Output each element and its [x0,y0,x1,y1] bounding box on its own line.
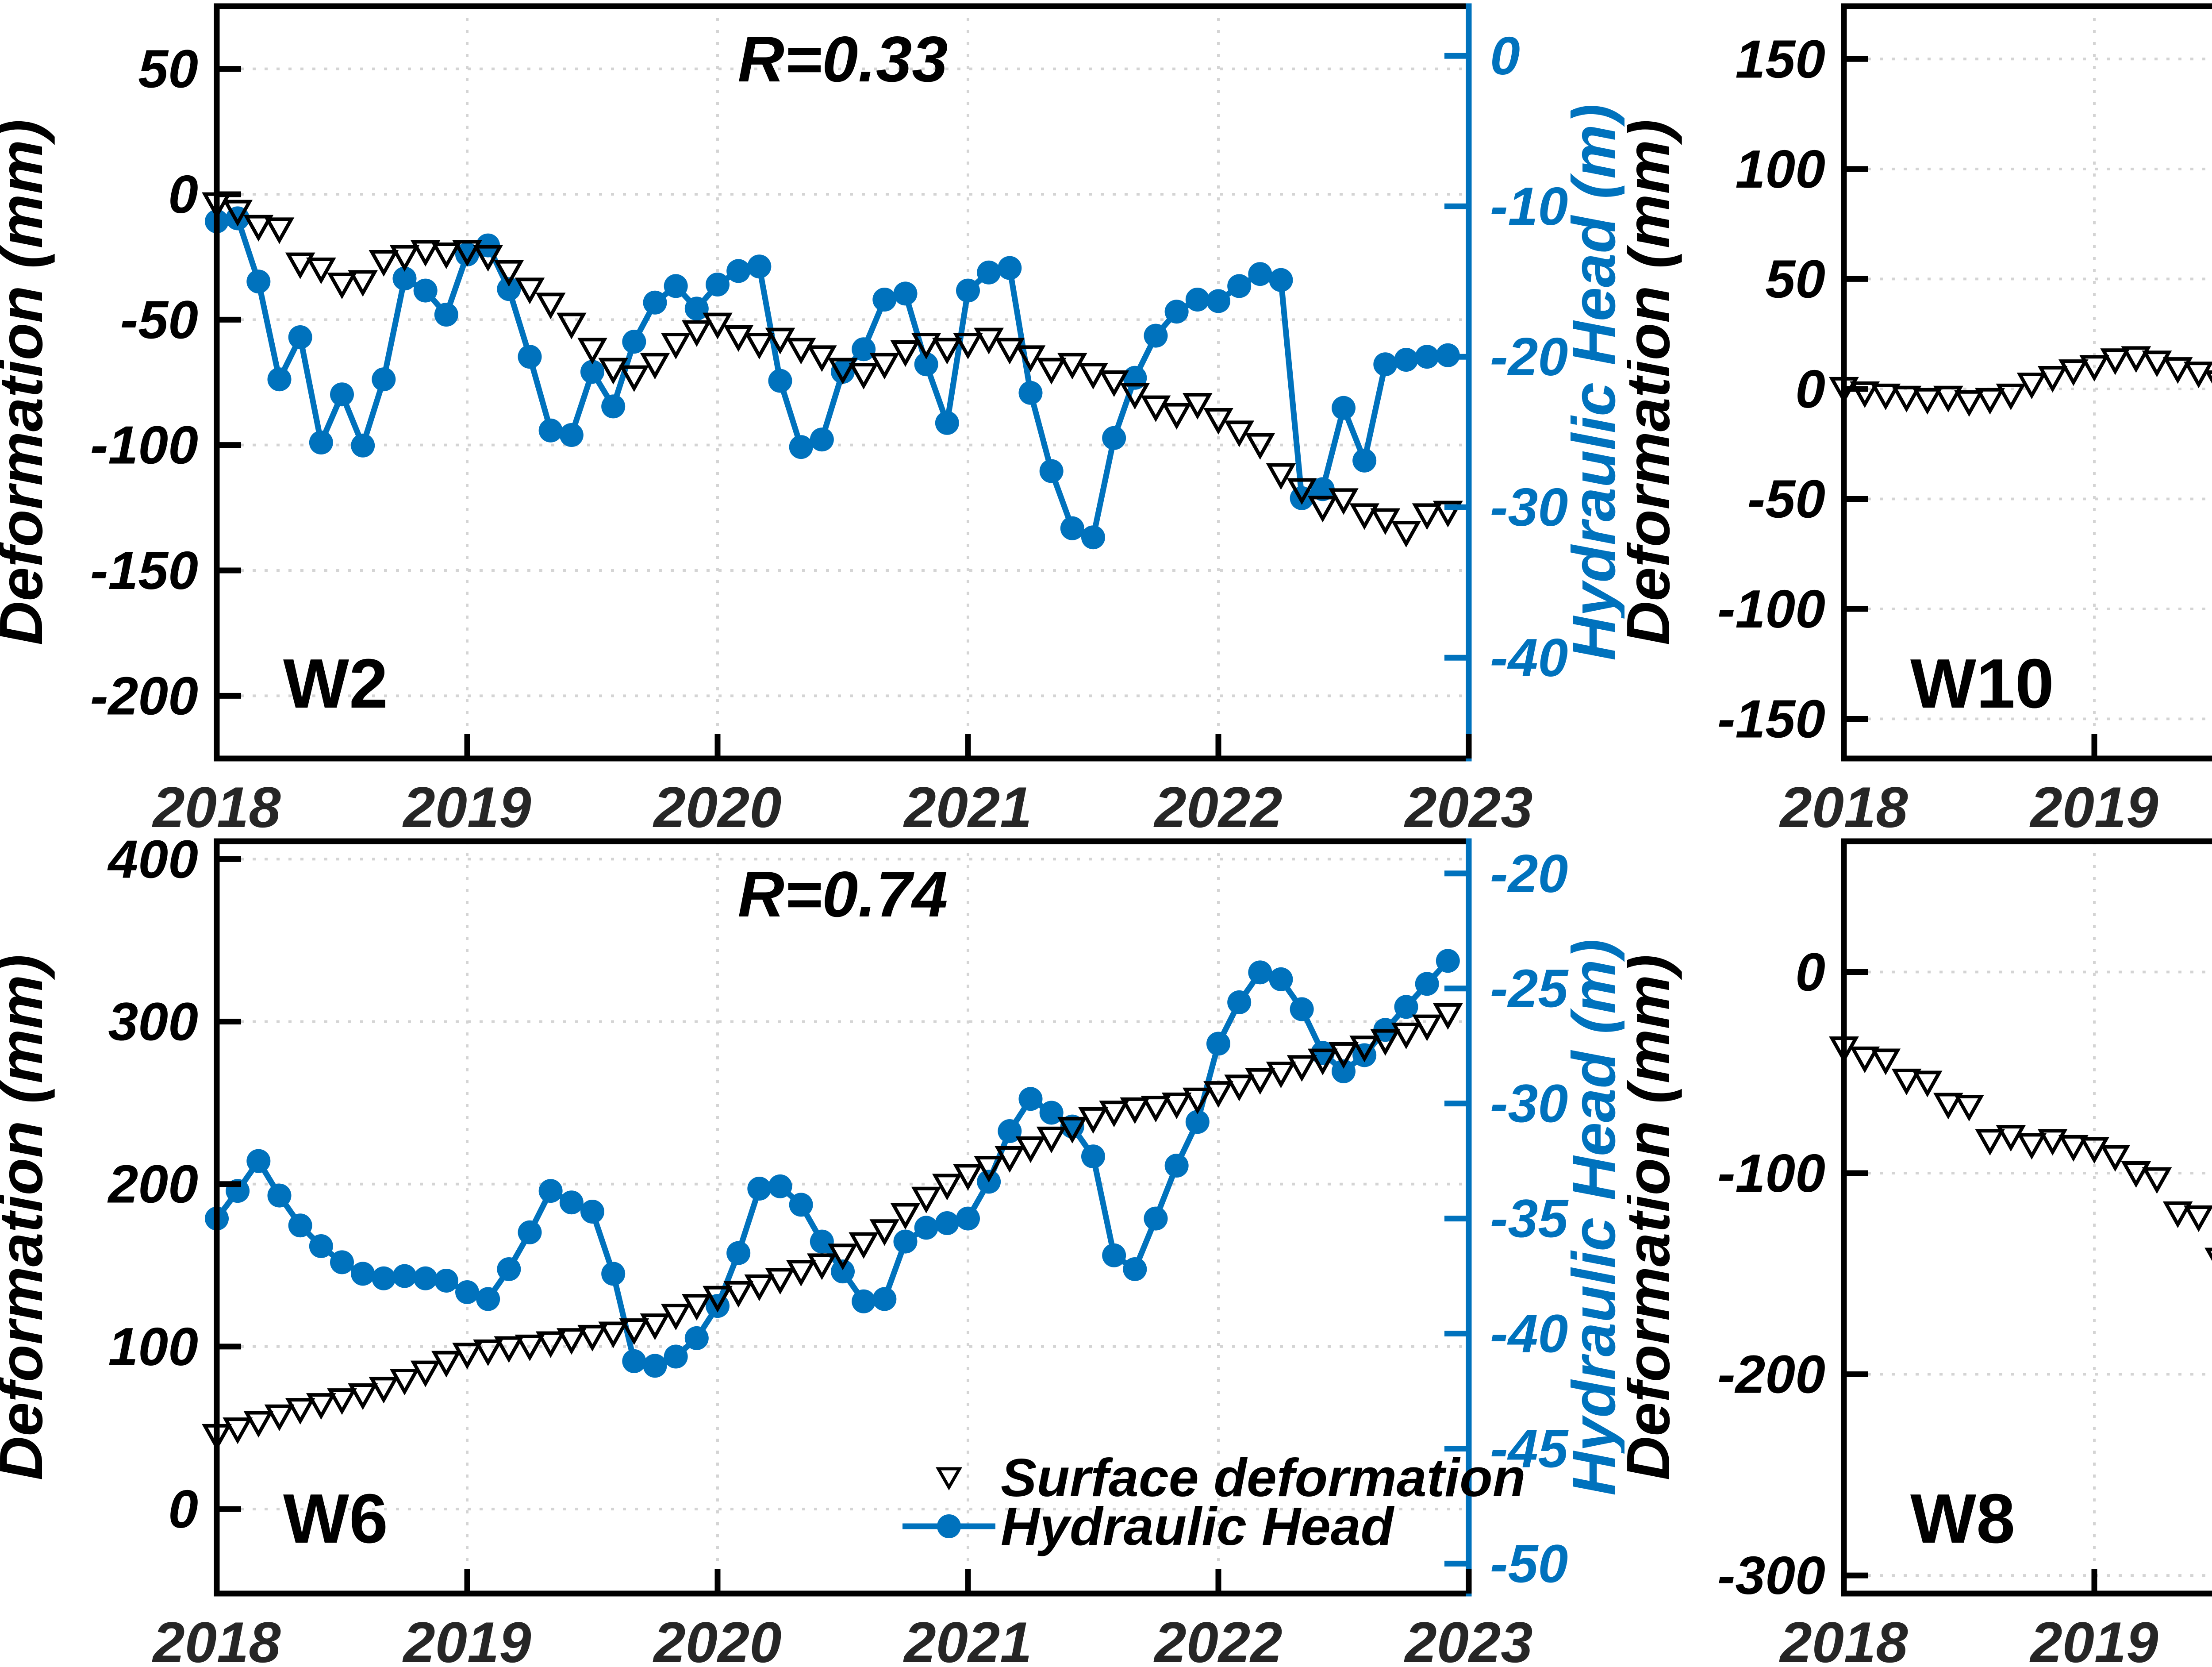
panel-w10: 150100500-50-100-150-10-20-30-40-50-6020… [1627,3,2212,832]
correlation-label: R=0.74 [738,858,948,930]
right-tick-label: -40 [1490,1304,1568,1364]
panel-w8: 0-100-200-300-40-60-80-10020182019202020… [1627,838,2212,1667]
right-tick-label: -30 [1490,477,1568,537]
year-tick-label: 2023 [1403,1610,1532,1667]
year-tick-label: 2018 [151,1610,281,1667]
right-tick-label: -20 [1490,843,1568,904]
right-tick-label: -50 [1490,1533,1568,1594]
year-tick-label: 2021 [902,1610,1032,1667]
left-tick-label: -100 [1717,579,1825,639]
right-tick-label: -40 [1490,628,1568,688]
right-tick-label: -10 [1490,176,1568,236]
legend-dot-icon [937,1514,961,1538]
year-tick-label: 2023 [1403,775,1532,832]
left-tick-label: -100 [90,415,198,475]
left-tick-label: -50 [1747,469,1825,529]
panel-w6: 400 300 200 100 0 -20 -25 -30 -35 -40 -45 -50 2018 20… [0,835,1624,1667]
left-axis-title: Deformation (mm) [1627,119,1682,645]
tick-marks [214,856,1472,1594]
tick-marks [214,53,1472,758]
right-tick-label: -45 [1490,1418,1569,1478]
left-tick-label: 150 [1735,29,1825,89]
year-tick-label: 2019 [2029,1610,2158,1667]
year-tick-label: 2018 [151,775,281,832]
left-tick-label: 200 [107,1154,198,1214]
right-axis-title: Hydraulic Head (m) [1560,939,1624,1496]
well-label: W10 [1910,645,2054,723]
axes-spines [1841,3,2212,762]
left-tick-label: -150 [90,540,198,601]
surface-deformation-series [1829,1036,2212,1261]
tick-labels: 50 0 -50 -100 -150 -200 0 -10 -20 -30 -40 2018 2019 2… [90,26,1568,832]
right-tick-label: -20 [1490,327,1568,387]
surface-deformation-series [202,192,1463,548]
correlation-label: R=0.33 [738,23,948,95]
year-tick-label: 2020 [652,1610,781,1667]
left-tick-label: 100 [108,1317,198,1377]
surface-deformation-series [202,1003,1463,1451]
year-tick-label: 2018 [1778,775,1908,832]
well-label: W8 [1910,1480,2015,1558]
surface-deformation-series [1829,346,2212,417]
year-tick-label: 2019 [402,775,531,832]
left-tick-label: 100 [1735,139,1825,199]
left-tick-label: -50 [120,289,198,350]
tick-labels: 400 300 200 100 0 -20 -25 -30 -35 -40 -45 -50 2018 20… [107,835,1569,1667]
left-axis-title: Deformation (mm) [0,955,55,1480]
legend-item-label: Hydraulic Head [1001,1496,1395,1556]
left-tick-label: 0 [1795,359,1825,419]
left-tick-label: -200 [90,666,198,726]
left-tick-label: -200 [1717,1344,1825,1405]
year-tick-label: 2020 [652,775,781,832]
year-tick-label: 2022 [1153,1610,1282,1667]
left-tick-label: 300 [108,992,198,1052]
left-tick-label: 50 [1765,249,1825,309]
well-label: W6 [283,1480,388,1558]
left-tick-label: 0 [168,164,198,224]
year-tick-label: 2022 [1153,775,1282,832]
left-tick-label: -150 [1717,689,1825,749]
tick-marks [1841,56,2097,758]
left-tick-label: 50 [138,39,198,99]
tick-labels: 0-100-200-300-40-60-80-10020182019202020… [1717,942,2158,1667]
left-tick-label: -100 [1717,1143,1825,1203]
legend-triangle-icon [935,1467,963,1491]
right-tick-label: -30 [1490,1074,1568,1134]
left-tick-label: 0 [168,1479,198,1539]
left-axis-title: Deformation (mm) [0,119,55,645]
hydraulic-head-series [205,949,1460,1378]
left-tick-label: 400 [107,835,198,889]
right-tick-label: -25 [1490,959,1569,1019]
gridlines [1844,841,2212,1594]
axes-spines [1841,838,2212,1597]
tick-labels: 150100500-50-100-150-10-20-30-40-50-6020… [1717,29,2158,832]
well-label: W2 [283,645,388,723]
left-tick-label: 0 [1795,942,1825,1002]
tick-marks [1841,969,2097,1594]
year-tick-label: 2018 [1778,1610,1908,1667]
panel-w2: 50 0 -50 -100 -150 -200 0 -10 -20 -30 -40 2018 2019 2… [0,3,1624,832]
year-tick-label: 2021 [902,775,1032,832]
year-tick-label: 2019 [402,1610,531,1667]
left-tick-label: -300 [1717,1545,1825,1605]
right-tick-label: 0 [1490,26,1520,86]
axes-spines [214,3,1472,762]
legend-item-label: Surface deformation [1001,1448,1525,1508]
right-axis-title: Hydraulic Head (m) [1560,104,1624,661]
year-tick-label: 2019 [2029,775,2158,832]
right-tick-label: -35 [1490,1189,1569,1249]
left-axis-title: Deformation (mm) [1627,955,1682,1480]
